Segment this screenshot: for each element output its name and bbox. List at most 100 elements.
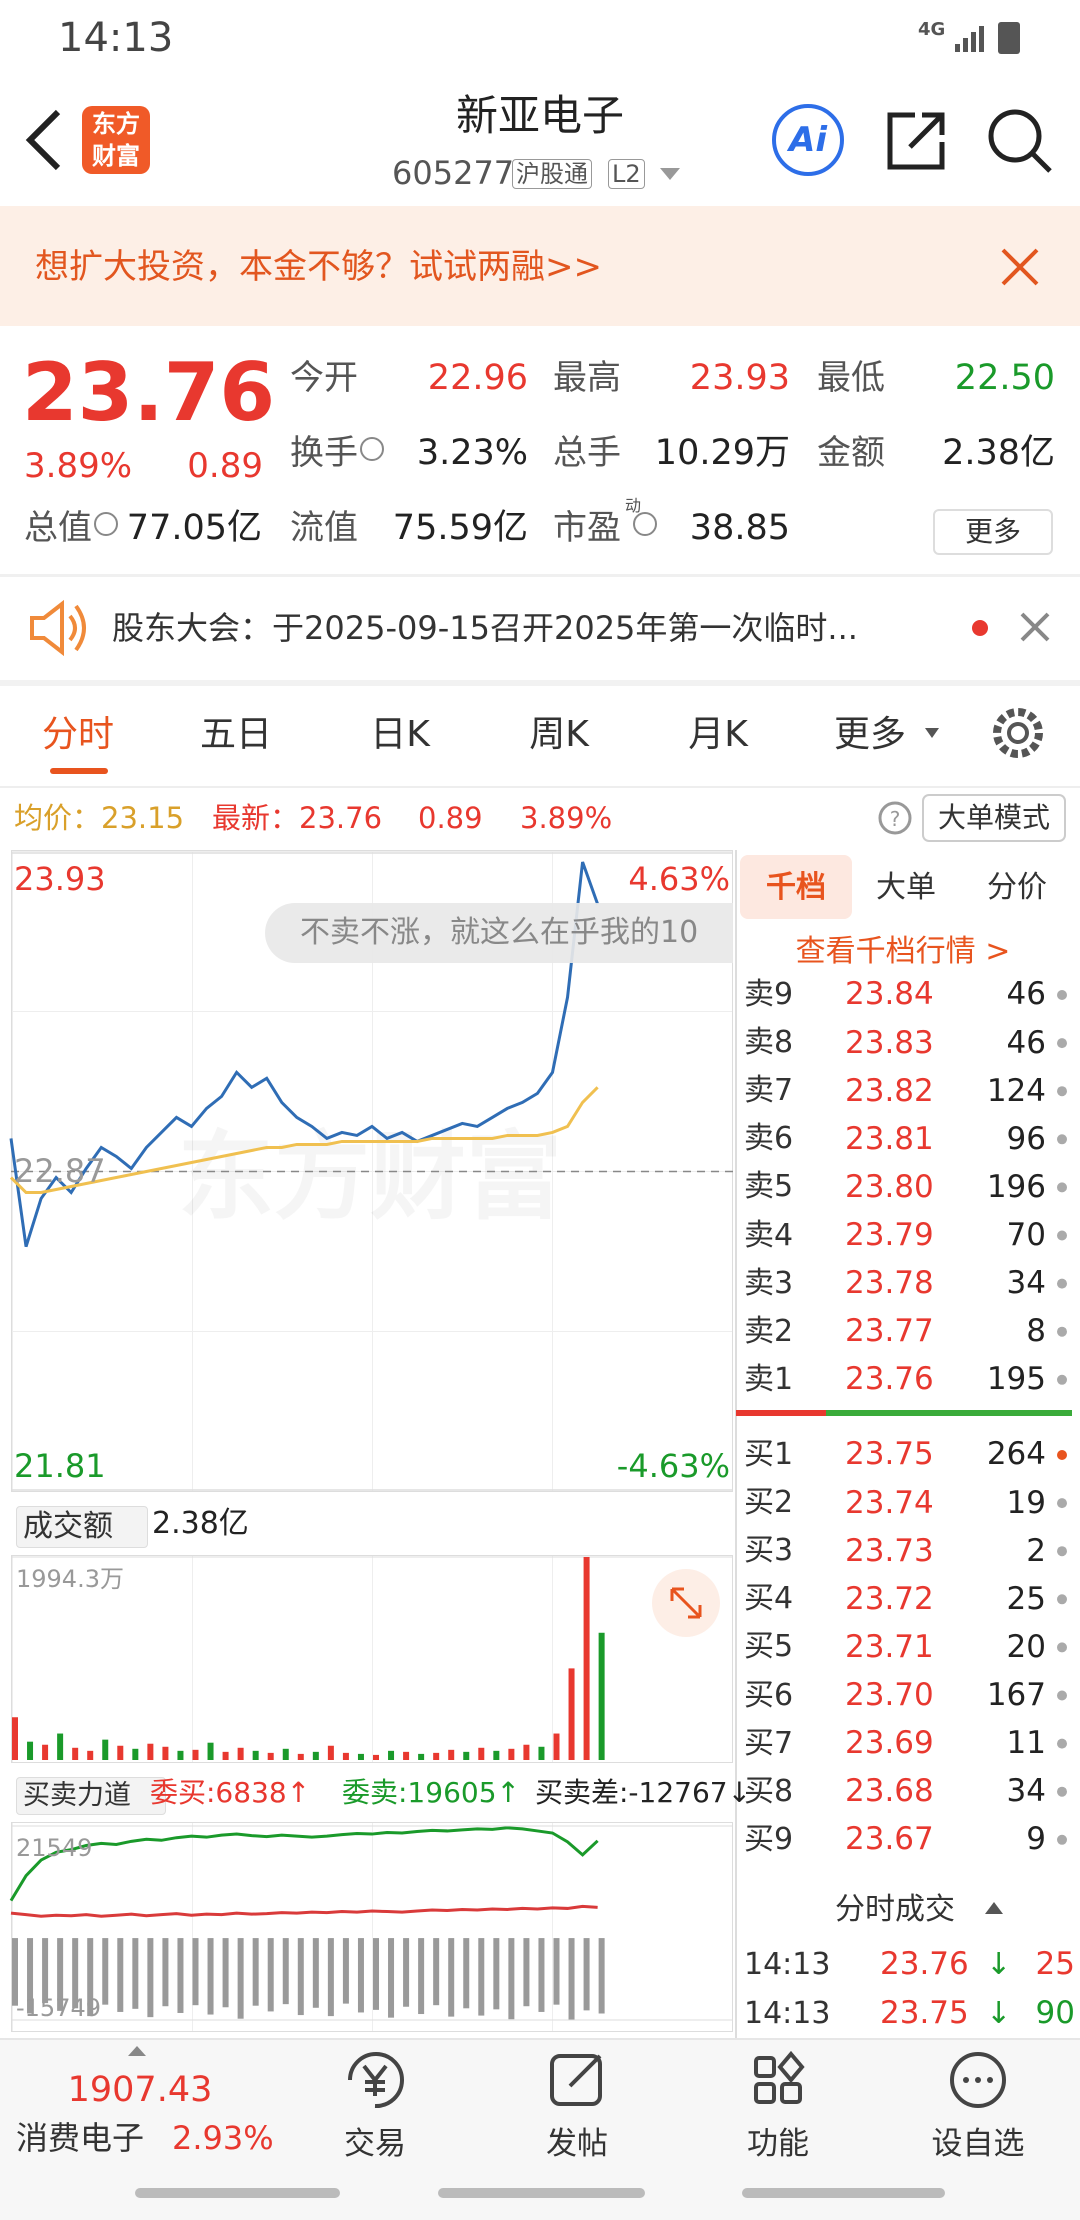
book-volume: 46 [1006, 976, 1046, 1013]
book-tab[interactable]: 大单 [876, 870, 936, 905]
stat-label: 最高 [553, 357, 621, 398]
book-price: 23.79 [845, 1216, 934, 1253]
volume-selector[interactable]: 成交额 [16, 1506, 148, 1548]
strength-bar [57, 1938, 64, 2011]
function-icon[interactable] [754, 2050, 805, 2104]
logo-bg [82, 106, 150, 174]
book-price: 23.82 [845, 1072, 934, 1109]
dropdown-icon[interactable] [925, 728, 939, 738]
strength-bar [342, 1938, 349, 2004]
strength-bar [132, 1938, 139, 2009]
notice-text[interactable]: 股东大会：于2025-09-15召开2025年第一次临时... [112, 608, 858, 647]
book-volume: 8 [1026, 1313, 1046, 1350]
tab[interactable]: 日K [370, 714, 430, 756]
nav-item[interactable]: 设自选 [931, 2126, 1025, 2163]
book-level: 买4 [744, 1581, 794, 1617]
ai-button[interactable]: Ai [789, 119, 827, 160]
fullscreen-icon[interactable] [652, 1569, 720, 1637]
banner-text[interactable]: 想扩大投资，本金不够？试试两融>> [35, 246, 602, 287]
book-price: 23.70 [845, 1676, 934, 1713]
trades-panel [737, 1880, 1080, 2038]
strength-grid [11, 1822, 733, 2032]
close-icon[interactable] [1020, 612, 1050, 642]
volume-bar [553, 1733, 560, 1760]
tab[interactable]: 更多 [833, 714, 907, 756]
volume-bar [403, 1751, 410, 1760]
unread-dot [972, 620, 988, 636]
nav-item[interactable]: 发帖 [546, 2126, 608, 2163]
index-value[interactable]: 1907.43 [67, 2070, 213, 2110]
book-volume: 9 [1026, 1821, 1046, 1858]
index-change[interactable]: 2.93% [172, 2118, 274, 2157]
strength-bar [147, 1938, 154, 2018]
strength-bar [388, 1938, 395, 2018]
volume-bar [102, 1739, 109, 1760]
separator [0, 680, 1080, 686]
mode-button[interactable]: 大单模式 [937, 801, 1051, 835]
book-level: 买5 [744, 1629, 794, 1665]
stat-label: 总值 [24, 507, 92, 548]
strength-bar [523, 1938, 530, 2007]
tab[interactable]: 月K [688, 714, 748, 756]
toast[interactable]: 不卖不涨，就这么在乎我的10 [265, 903, 733, 963]
watchlist-icon[interactable] [950, 2052, 1006, 2108]
strength-bar [553, 1938, 560, 2005]
share-icon[interactable] [887, 112, 945, 170]
tab[interactable]: 五日 [199, 714, 273, 756]
book-volume: 25 [1006, 1580, 1046, 1617]
separator [0, 786, 1080, 788]
book-dot [1057, 1374, 1067, 1385]
tab[interactable]: 周K [529, 714, 589, 756]
back-icon[interactable] [25, 109, 61, 171]
nav-item[interactable]: 交易 [344, 2126, 406, 2163]
post-icon[interactable] [550, 2054, 602, 2106]
volume-bar [237, 1747, 244, 1760]
y-tick-label: 21549 [16, 1833, 93, 1862]
active-tab-bg [740, 855, 852, 919]
strength-bar [478, 1938, 485, 2016]
more-button[interactable]: 更多 [932, 509, 1054, 555]
search-icon[interactable] [988, 109, 1052, 173]
tab[interactable]: 分时 [41, 714, 115, 756]
book-tab[interactable]: 千档 [766, 870, 826, 905]
expand-icon[interactable] [128, 2046, 146, 2056]
trade-icon[interactable] [348, 2052, 404, 2109]
stat-value: 75.59亿 [392, 508, 528, 548]
book-volume: 34 [1006, 1265, 1046, 1301]
settings-icon[interactable] [993, 708, 1043, 758]
mode-button-bg[interactable] [922, 794, 1066, 842]
book-dot [1057, 1642, 1067, 1653]
strength-bar [373, 1938, 379, 2010]
book-volume: 195 [986, 1361, 1046, 1398]
stock-code: 605277 [392, 153, 515, 192]
strength-selector[interactable]: 买卖力道 [16, 1776, 166, 1816]
strength-bar [222, 1938, 229, 2008]
battery-icon [998, 22, 1020, 54]
index-name[interactable]: 消费电子 [16, 2118, 145, 2157]
banner-bg [0, 206, 1080, 326]
book-link[interactable]: 查看千档行情 > [795, 934, 1011, 969]
ai-icon[interactable] [772, 104, 844, 176]
expand-icon[interactable] [985, 1902, 1003, 1914]
book-dot [1057, 1690, 1067, 1701]
series-line [10, 1904, 598, 1918]
nav-item[interactable]: 功能 [747, 2126, 809, 2163]
stat-value: 22.96 [427, 358, 528, 398]
trade-volume: 25 [1035, 1946, 1075, 1983]
strength-bar [192, 1938, 199, 2006]
dropdown-icon[interactable] [660, 168, 680, 180]
volume-bar [357, 1753, 364, 1760]
book-volume: 167 [986, 1676, 1046, 1713]
book-level: 卖1 [744, 1361, 794, 1397]
stock-title: 新亚电子 [455, 90, 625, 140]
strength-bar [297, 1938, 304, 2016]
y2-tick-label: 4.63% [628, 859, 730, 898]
book-level: 买1 [744, 1437, 794, 1472]
book-volume: 34 [1006, 1773, 1046, 1810]
help-icon[interactable]: ? [878, 801, 912, 835]
trades-title[interactable]: 分时成交 [835, 1892, 955, 1927]
strength-bar [42, 1938, 49, 2004]
close-icon[interactable] [1001, 248, 1039, 286]
book-tab[interactable]: 分价 [987, 870, 1047, 905]
